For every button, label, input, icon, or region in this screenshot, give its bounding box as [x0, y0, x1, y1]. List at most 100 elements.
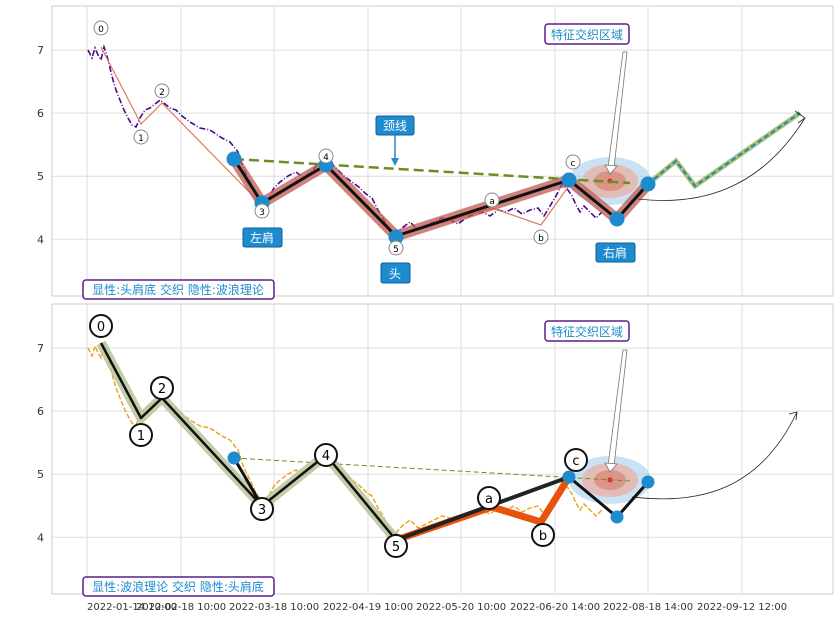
svg-text:0: 0: [97, 320, 105, 335]
right-shoulder-label: 右肩: [603, 245, 627, 260]
top-wave-label-c: c: [565, 154, 581, 170]
x-tick-label: 2022-01-14 10:00: [87, 602, 177, 613]
top-wave-label-b: b: [533, 229, 549, 245]
top-projection-band: [646, 110, 802, 190]
bottom-wave-label-0: 0: [89, 314, 113, 338]
top-grid: [52, 6, 833, 296]
x-tick-label: 2022-05-20 10:00: [416, 602, 506, 613]
svg-text:4: 4: [323, 153, 329, 163]
bottom-wave-label-4: 4: [314, 443, 338, 467]
top-price-line: [87, 44, 603, 236]
b-point-breakout: [641, 475, 655, 489]
top-feature-label: 特征交织区域: [551, 27, 623, 42]
top-point-neck-right: [561, 172, 577, 188]
y-tick-label: 4: [37, 531, 44, 544]
top-feature-label-box: [544, 23, 630, 45]
top-arc-arrow: [637, 117, 806, 201]
bottom-wave-label-5: 5: [384, 534, 408, 558]
top-wave-line: [100, 46, 574, 237]
bottom-arc-arrow: [631, 411, 798, 500]
svg-text:c: c: [572, 454, 579, 469]
bottom-wave-label-2: 2: [150, 376, 174, 400]
bottom-feature-label-box: [544, 320, 630, 342]
bottom-feature-arrow-head: [604, 462, 618, 473]
svg-text:b: b: [539, 529, 547, 544]
top-feature-arrow-head: [604, 164, 618, 175]
svg-text:2: 2: [159, 88, 165, 98]
bottom-feature-label: 特征交织区域: [551, 324, 623, 339]
neckline-label: 颈线: [383, 119, 407, 133]
top-point-start: [226, 151, 242, 167]
bottom-price-line: [87, 342, 603, 534]
svg-text:1: 1: [138, 134, 144, 144]
bottom-wave-label-3: 3: [250, 497, 274, 521]
bottom-wave-label-c: c: [564, 448, 588, 472]
bottom-abc-line: [395, 475, 570, 542]
svg-text:4: 4: [322, 449, 330, 464]
right-shoulder-label-box: [595, 242, 636, 263]
y-tick-label: 7: [37, 342, 44, 355]
bottom-wave-label-1: 1: [129, 423, 153, 447]
svg-text:a: a: [485, 492, 493, 507]
top-feature-arrow: [607, 51, 628, 169]
bottom-legend-box: [82, 576, 275, 597]
top-point-head: [388, 229, 404, 245]
bottom-wave-label-a: a: [477, 486, 501, 510]
left-shoulder-label-box: [242, 227, 283, 248]
x-tick-label: 2022-09-12 12:00: [697, 602, 787, 613]
top-panel: 0 1 2 3 4 5 a b c 颈线 左肩 头 右肩 特征交织区域 显性:头…: [82, 20, 806, 300]
bottom-wave-line: [99, 342, 397, 541]
svg-text:3: 3: [259, 208, 265, 218]
bottom-panel-frame: [51, 303, 834, 595]
neckline-pointer-head: [391, 158, 399, 166]
svg-text:3: 3: [258, 503, 266, 518]
bottom-y-ticks: 4 5 6 7: [37, 342, 44, 544]
y-tick-label: 6: [37, 405, 44, 418]
x-tick-label: 2022-08-18 14:00: [603, 602, 693, 613]
bottom-feature-arrow: [607, 349, 628, 467]
top-panel-frame: [51, 5, 834, 297]
top-wave-label-4: 4: [318, 148, 334, 164]
x-tick-label: 2022-06-20 14:00: [510, 602, 600, 613]
top-point-right-shoulder: [609, 211, 625, 227]
top-wave-label-2: 2: [154, 83, 170, 99]
b-point-start: [227, 451, 241, 465]
bottom-wave-label-b: b: [531, 523, 555, 547]
b-point-neck-right: [562, 470, 576, 484]
svg-text:c: c: [571, 159, 576, 169]
top-wave-label-a: a: [484, 192, 500, 208]
left-shoulder-label: 左肩: [250, 230, 274, 245]
bottom-panel: 0 1 2 3 4 5 a b c 特征交织区域 显性:波浪理论 交织 隐性:头…: [82, 314, 798, 597]
y-tick-label: 7: [37, 44, 44, 57]
bottom-legend-text: 显性:波浪理论 交织 隐性:头肩底: [92, 579, 264, 594]
y-tick-label: 5: [37, 468, 44, 481]
top-wave-label-0: 0: [93, 20, 109, 36]
top-legend-box: [82, 279, 275, 300]
b-point-right-shoulder: [610, 510, 624, 524]
top-wave-label-5: 5: [388, 240, 404, 256]
top-wave-label-1: 1: [133, 129, 149, 145]
bottom-arc-arrowhead: [788, 411, 798, 421]
y-tick-label: 5: [37, 170, 44, 183]
svg-text:0: 0: [98, 25, 104, 35]
svg-text:5: 5: [392, 540, 400, 555]
svg-text:2: 2: [158, 382, 166, 397]
x-tick-label: 2022-03-18 10:00: [229, 602, 319, 613]
svg-text:b: b: [538, 234, 544, 244]
svg-text:5: 5: [393, 245, 399, 255]
head-label-box: [380, 262, 411, 284]
top-y-ticks: 4 5 6 7: [37, 44, 44, 246]
svg-text:a: a: [489, 197, 495, 207]
top-legend-text: 显性:头肩底 交织 隐性:波浪理论: [92, 282, 264, 297]
top-arc-arrowhead: [794, 110, 806, 124]
x-tick-label: 2022-02-18 10:00: [136, 602, 226, 613]
top-point-breakout: [640, 176, 656, 192]
bottom-grid: [52, 304, 833, 594]
top-projection-line: [647, 112, 801, 188]
x-tick-label: 2022-04-19 10:00: [323, 602, 413, 613]
head-label: 头: [389, 267, 401, 281]
top-wave-label-3: 3: [254, 203, 270, 219]
svg-text:1: 1: [137, 429, 145, 444]
